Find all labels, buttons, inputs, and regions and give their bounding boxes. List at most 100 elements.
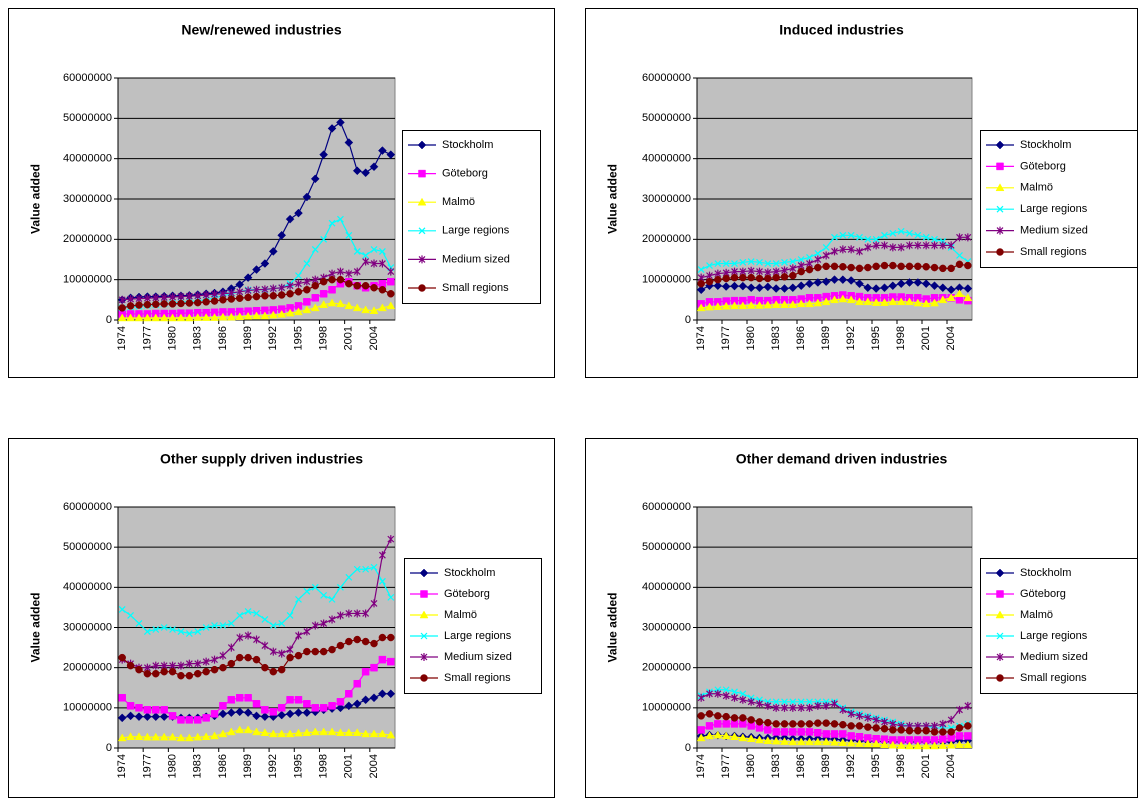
data-point <box>780 737 789 745</box>
x-tick-label: 1995 <box>292 754 304 778</box>
data-point <box>252 306 261 315</box>
data-point <box>722 274 730 283</box>
data-point <box>369 162 379 172</box>
data-point <box>126 711 135 721</box>
data-point <box>352 728 362 736</box>
data-point <box>261 616 269 623</box>
data-point <box>889 243 897 252</box>
data-point <box>336 118 345 127</box>
data-point <box>905 741 914 750</box>
data-point <box>345 279 353 288</box>
data-point <box>905 726 914 735</box>
data-point <box>362 609 370 618</box>
data-point <box>370 639 378 648</box>
data-point <box>847 231 855 239</box>
data-point <box>822 701 830 710</box>
legend-marker <box>996 248 1004 256</box>
data-point <box>830 720 839 728</box>
data-point <box>386 689 396 699</box>
data-point <box>277 309 287 318</box>
data-point <box>278 649 286 658</box>
y-axis-label: Value added <box>606 592 620 662</box>
data-point <box>202 298 210 306</box>
data-point <box>946 740 956 749</box>
data-point <box>143 294 151 303</box>
data-point <box>176 313 186 322</box>
data-point <box>169 626 176 633</box>
data-point <box>352 699 362 709</box>
data-point <box>177 671 185 680</box>
x-tick-label: 1989 <box>820 326 832 350</box>
data-point <box>310 303 320 312</box>
data-point <box>947 241 955 250</box>
data-point <box>235 707 245 717</box>
data-point <box>814 719 822 727</box>
data-point <box>370 259 378 268</box>
data-point <box>345 690 353 698</box>
data-point <box>261 306 269 315</box>
data-point <box>152 706 160 714</box>
data-point <box>126 702 135 710</box>
data-point <box>370 283 378 292</box>
data-point <box>772 260 780 267</box>
data-point <box>184 733 194 742</box>
data-point <box>855 733 864 741</box>
data-point <box>370 245 378 253</box>
data-point <box>361 281 370 290</box>
data-point <box>771 736 781 745</box>
data-point <box>771 300 781 308</box>
data-point <box>352 166 362 176</box>
data-point <box>863 283 873 293</box>
data-point <box>856 711 863 720</box>
data-point <box>880 740 889 749</box>
legend-label: Medium sized <box>444 651 512 663</box>
legend-label: Small regions <box>1020 246 1087 258</box>
data-point <box>244 608 252 615</box>
legend-label: Medium sized <box>1020 225 1088 237</box>
data-point <box>930 298 939 307</box>
data-point <box>772 703 780 712</box>
data-point <box>914 294 922 302</box>
data-point <box>352 303 362 312</box>
data-point <box>696 303 706 312</box>
data-point <box>135 704 143 712</box>
data-point <box>268 729 278 738</box>
data-point <box>294 302 303 310</box>
data-point <box>261 292 269 300</box>
data-point <box>956 705 963 714</box>
data-point <box>252 265 261 274</box>
data-point <box>697 726 705 734</box>
data-point <box>713 730 723 739</box>
data-point <box>922 736 930 744</box>
data-point <box>880 261 889 270</box>
data-point <box>905 278 914 287</box>
legend-box <box>404 558 542 694</box>
data-point <box>327 124 337 133</box>
y-tick-label: 30000000 <box>642 193 691 205</box>
data-point <box>731 260 738 267</box>
data-point <box>210 297 219 305</box>
legend-marker <box>418 169 426 178</box>
data-point <box>805 299 814 308</box>
data-point <box>327 727 337 736</box>
data-point <box>822 251 830 260</box>
data-point <box>964 722 972 730</box>
data-point <box>269 292 278 300</box>
x-tick-label: 1974 <box>695 326 707 350</box>
data-point <box>227 696 236 704</box>
data-point <box>177 299 185 308</box>
data-point <box>211 622 218 629</box>
data-point <box>839 705 847 714</box>
data-point <box>747 296 755 304</box>
data-point <box>303 277 311 286</box>
data-point <box>168 732 177 741</box>
data-point <box>797 728 805 736</box>
data-point <box>797 703 805 712</box>
x-tick-label: 1974 <box>116 326 128 350</box>
data-point <box>763 736 773 745</box>
data-point <box>922 295 930 303</box>
data-point <box>839 245 847 254</box>
y-tick-label: 30000000 <box>63 621 112 633</box>
data-point <box>202 308 210 317</box>
y-tick-label: 40000000 <box>63 581 112 593</box>
